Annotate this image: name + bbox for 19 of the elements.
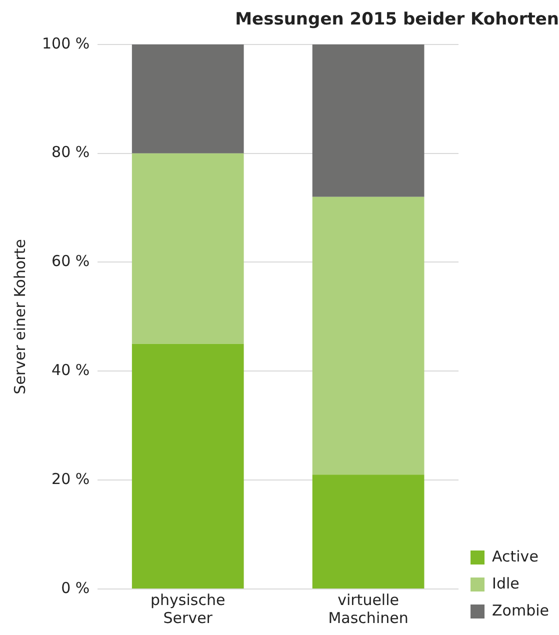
- y-tick-label: 60 %: [52, 252, 90, 270]
- y-tick-label: 40 %: [52, 361, 90, 380]
- bar: [312, 196, 424, 475]
- x-tick-label: physische Server: [150, 590, 226, 627]
- y-tick-label: 80 %: [52, 143, 90, 162]
- x-tick-label: virtuelle Maschinen: [328, 590, 408, 627]
- legend-label: Idle: [492, 574, 520, 592]
- y-tick-label: 20 %: [52, 470, 90, 488]
- chart-title: Messungen 2015 beider Kohorten: [235, 10, 559, 30]
- bar: [132, 344, 244, 588]
- y-tick-label: 0 %: [61, 578, 90, 597]
- legend-label: Zombie: [492, 601, 549, 620]
- y-tick-label: 100 %: [42, 34, 90, 52]
- bar: [312, 44, 424, 197]
- legend-label: Active: [492, 547, 538, 566]
- bar: [312, 474, 424, 588]
- bar: [132, 44, 244, 154]
- bar: [132, 153, 244, 344]
- y-axis-title: Server einer Kohorte: [10, 239, 29, 394]
